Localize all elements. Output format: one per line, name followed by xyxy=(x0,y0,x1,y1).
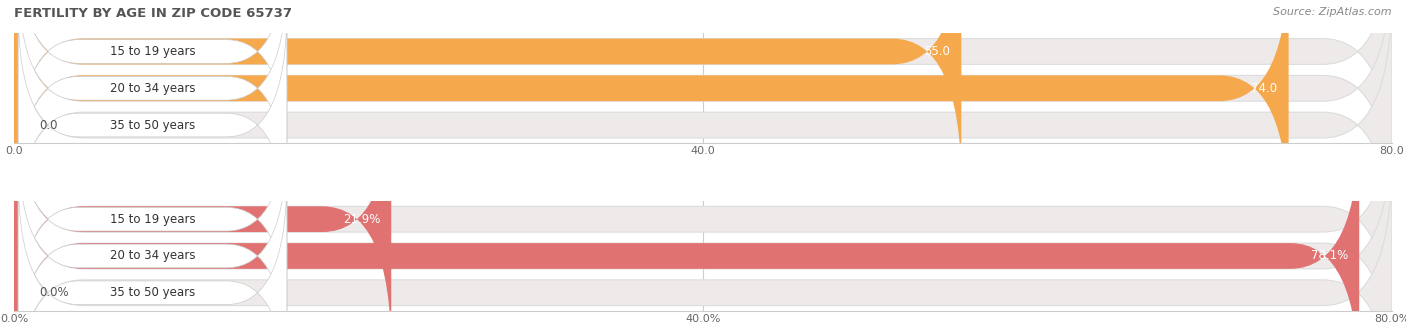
FancyBboxPatch shape xyxy=(14,122,1360,331)
Text: 20 to 34 years: 20 to 34 years xyxy=(110,82,195,95)
FancyBboxPatch shape xyxy=(14,0,1392,186)
FancyBboxPatch shape xyxy=(18,102,287,331)
FancyBboxPatch shape xyxy=(18,0,287,205)
FancyBboxPatch shape xyxy=(14,0,962,186)
Text: 35 to 50 years: 35 to 50 years xyxy=(110,286,195,299)
Text: 0.0: 0.0 xyxy=(39,118,58,131)
FancyBboxPatch shape xyxy=(14,0,1289,222)
Text: 20 to 34 years: 20 to 34 years xyxy=(110,250,195,262)
Text: 55.0: 55.0 xyxy=(925,45,950,58)
Text: Source: ZipAtlas.com: Source: ZipAtlas.com xyxy=(1274,7,1392,17)
Text: 15 to 19 years: 15 to 19 years xyxy=(110,45,195,58)
Text: 15 to 19 years: 15 to 19 years xyxy=(110,213,195,226)
FancyBboxPatch shape xyxy=(18,8,287,242)
Text: FERTILITY BY AGE IN ZIP CODE 65737: FERTILITY BY AGE IN ZIP CODE 65737 xyxy=(14,7,292,20)
FancyBboxPatch shape xyxy=(14,159,1392,331)
Text: 74.0: 74.0 xyxy=(1251,82,1278,95)
Text: 21.9%: 21.9% xyxy=(343,213,380,226)
Text: 78.1%: 78.1% xyxy=(1310,250,1348,262)
FancyBboxPatch shape xyxy=(14,0,1392,259)
FancyBboxPatch shape xyxy=(18,0,287,168)
FancyBboxPatch shape xyxy=(14,0,1392,222)
FancyBboxPatch shape xyxy=(14,122,1392,331)
FancyBboxPatch shape xyxy=(14,85,1392,331)
FancyBboxPatch shape xyxy=(18,139,287,331)
FancyBboxPatch shape xyxy=(14,85,391,331)
Text: 35 to 50 years: 35 to 50 years xyxy=(110,118,195,131)
FancyBboxPatch shape xyxy=(18,176,287,331)
Text: 0.0%: 0.0% xyxy=(39,286,69,299)
